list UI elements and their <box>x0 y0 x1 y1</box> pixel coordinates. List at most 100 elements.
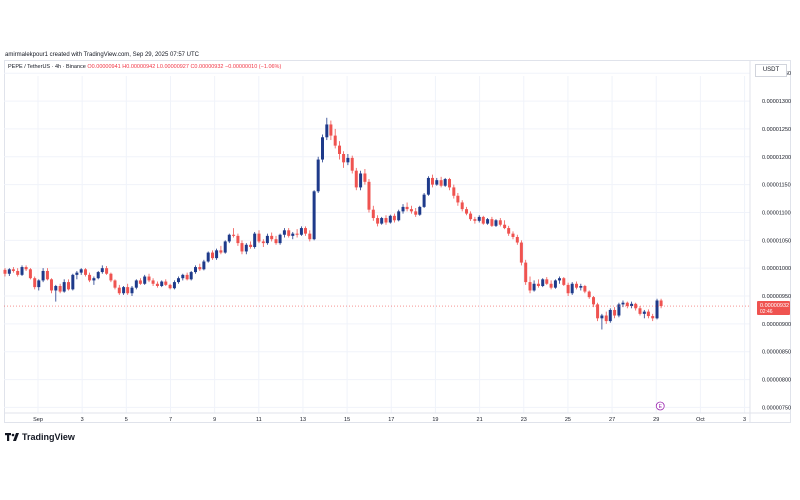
candle-down <box>376 218 380 224</box>
candle-down <box>460 202 464 210</box>
candle-down <box>536 283 540 286</box>
candle-down <box>168 284 172 289</box>
candle-up <box>37 280 41 288</box>
candle-up <box>443 179 447 186</box>
candle-down <box>452 187 456 196</box>
candle-down <box>236 235 240 244</box>
candle-down <box>515 236 519 243</box>
candle-up <box>600 315 604 319</box>
candle-up <box>579 285 583 288</box>
candle-up <box>621 302 625 305</box>
candle-up <box>422 194 426 207</box>
candle-up <box>181 274 185 279</box>
candle-up <box>346 157 350 163</box>
candle-down <box>409 209 413 212</box>
candle-down <box>367 181 371 210</box>
candle-down <box>587 291 591 298</box>
candle-down <box>363 173 367 182</box>
candle-down <box>469 213 473 220</box>
candle-up <box>189 272 193 280</box>
candle-down <box>545 279 549 284</box>
x-tick-label: 23 <box>521 417 527 423</box>
candle-down <box>84 269 88 275</box>
time-axis: Sep 3 5 7 9 11 13 15 17 19 21 23 25 27 29 Oct 3 <box>4 412 791 423</box>
candle-down <box>232 234 236 236</box>
candle-down <box>117 287 121 294</box>
x-tick-label: 9 <box>213 417 216 423</box>
created-by-text: amirmalekpour1 created with TradingView.… <box>5 52 199 58</box>
price-axis: 0.000013500.000013000.000012500.00001200… <box>749 60 791 423</box>
candle-up <box>316 159 320 192</box>
candle-down <box>329 124 333 136</box>
chart-frame <box>4 60 791 423</box>
y-tick-label: 0.00001000 <box>762 266 791 272</box>
candle-down <box>11 269 15 271</box>
x-tick-label: 7 <box>169 417 172 423</box>
x-tick-label: 29 <box>653 417 659 423</box>
tradingview-logo-icon <box>5 432 19 441</box>
symbol-legend[interactable]: PEPE / TetherUS · 4h · Binance O0.000009… <box>8 64 281 70</box>
y-tick-label: 0.00001300 <box>762 99 791 105</box>
candle-down <box>392 215 396 221</box>
candle-down <box>67 282 70 290</box>
candle-up <box>325 124 329 138</box>
tradingview-logo[interactable]: TradingView <box>5 432 75 442</box>
y-tick-label: 0.00001100 <box>762 210 791 216</box>
candle-down <box>511 233 515 237</box>
candle-up <box>380 218 384 224</box>
candle-down <box>257 233 261 242</box>
x-tick-label: Sep <box>33 417 43 423</box>
candle-down <box>634 303 638 309</box>
currency-button[interactable]: USDT <box>755 64 787 77</box>
candle-up <box>477 216 481 221</box>
candle-down <box>638 308 642 314</box>
candle-down <box>198 267 202 270</box>
candle-down <box>185 274 189 280</box>
candle-up <box>541 279 545 286</box>
countdown-label: 02:46 <box>760 309 773 315</box>
candle-up <box>244 244 248 252</box>
candle-down <box>473 219 477 221</box>
candle-down <box>105 268 109 274</box>
candle-down <box>490 219 494 226</box>
candle-up <box>435 180 439 185</box>
candle-down <box>524 262 528 283</box>
candle-up <box>71 274 75 290</box>
brand-name: TradingView <box>22 432 75 442</box>
candle-down <box>384 218 388 223</box>
candle-up <box>20 267 24 275</box>
candle-down <box>528 282 532 291</box>
candle-down <box>354 170 358 188</box>
candle-down <box>371 209 375 219</box>
candle-down <box>270 235 274 240</box>
candle-down <box>24 267 28 270</box>
candle-down <box>604 315 608 322</box>
candle-down <box>430 177 434 185</box>
candle-up <box>100 268 104 273</box>
candle-down <box>138 280 142 284</box>
candle-up <box>282 230 286 235</box>
candle-up <box>206 252 210 262</box>
candle-down <box>28 269 32 279</box>
x-tick-label: 25 <box>565 417 571 423</box>
symbol-title: PEPE / TetherUS · 4h · Binance <box>8 64 86 70</box>
candle-up <box>397 211 401 221</box>
candle-down <box>613 309 617 316</box>
candle-up <box>215 250 219 259</box>
candle-up <box>388 215 392 223</box>
candle-up <box>630 303 634 307</box>
ohlc-values: O0.00000941 H0.00000942 L0.00000927 C0.0… <box>87 64 282 70</box>
candle-up <box>570 283 574 294</box>
last-price-label: 0.00000932 <box>760 303 789 309</box>
candle-down <box>414 211 418 215</box>
candle-down <box>240 243 244 252</box>
candle-down <box>498 220 502 225</box>
candle-up <box>321 137 324 160</box>
candle-down <box>519 242 523 263</box>
candle-down <box>151 280 155 284</box>
candle-down <box>448 179 451 188</box>
grid-lines <box>4 72 750 413</box>
candle-down <box>16 270 20 275</box>
candle-up <box>312 191 316 240</box>
